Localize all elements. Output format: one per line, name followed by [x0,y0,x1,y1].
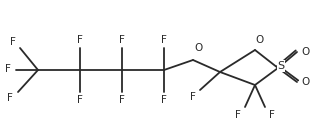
Text: O: O [194,43,202,53]
Text: F: F [10,37,16,47]
Text: F: F [77,35,83,45]
Text: F: F [7,93,13,103]
Text: F: F [161,35,167,45]
Text: F: F [5,64,11,74]
Text: F: F [161,95,167,105]
Text: O: O [301,77,309,87]
Text: O: O [301,47,309,57]
Text: F: F [119,35,125,45]
Text: O: O [256,35,264,45]
Text: F: F [235,110,241,120]
Text: F: F [269,110,275,120]
Text: F: F [190,92,196,102]
Text: F: F [77,95,83,105]
Text: S: S [278,61,284,71]
Text: F: F [119,95,125,105]
